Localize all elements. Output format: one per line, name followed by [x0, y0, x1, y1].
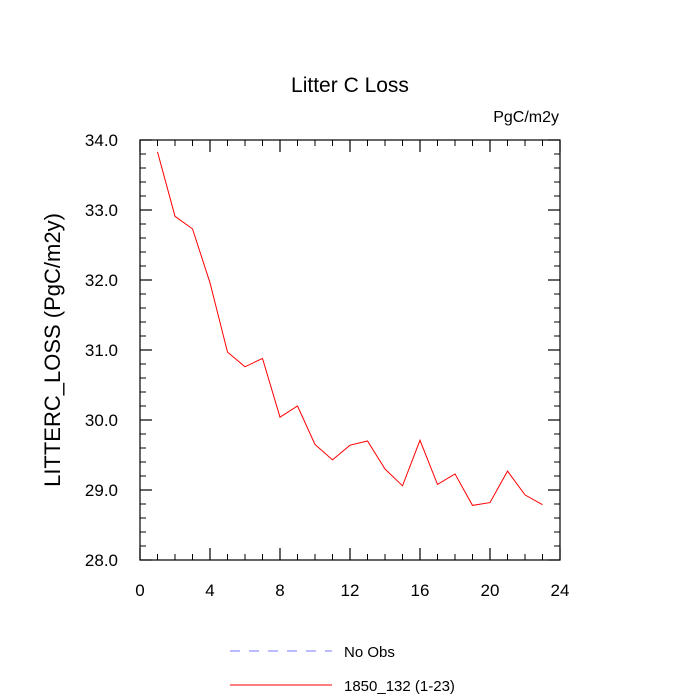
plot-frame — [139, 139, 561, 561]
series-line-0 — [157, 151, 543, 506]
y-tick-label: 34.0 — [85, 131, 118, 150]
legend-label-0: No Obs — [344, 644, 395, 661]
y-tick-label: 28.0 — [85, 551, 118, 570]
x-tick-label: 0 — [135, 581, 144, 600]
units-label: PgC/m2y — [493, 109, 559, 126]
series-group — [157, 151, 543, 506]
legend-label-1: 1850_132 (1-23) — [344, 678, 455, 695]
x-tick-label: 20 — [481, 581, 500, 600]
y-axis-label: LITTERC_LOSS (PgC/m2y) — [40, 213, 65, 487]
x-tick-label: 24 — [551, 581, 570, 600]
x-tick-label: 8 — [275, 581, 284, 600]
y-tick-label: 33.0 — [85, 201, 118, 220]
legend: No Obs 1850_132 (1-23) — [230, 644, 455, 695]
x-tick-label: 12 — [341, 581, 360, 600]
x-tick-label: 4 — [205, 581, 214, 600]
y-tick-label: 31.0 — [85, 341, 118, 360]
chart-title: Litter C Loss — [291, 74, 409, 97]
y-tick-label: 32.0 — [85, 271, 118, 290]
axis-ticks — [139, 139, 561, 561]
tick-labels: 0 4 8 12 16 20 24 28.0 29.0 30.0 31.0 32.0 33.0 34.0 — [85, 131, 570, 600]
x-tick-label: 16 — [411, 581, 430, 600]
y-tick-label: 30.0 — [85, 411, 118, 430]
y-tick-label: 29.0 — [85, 481, 118, 500]
